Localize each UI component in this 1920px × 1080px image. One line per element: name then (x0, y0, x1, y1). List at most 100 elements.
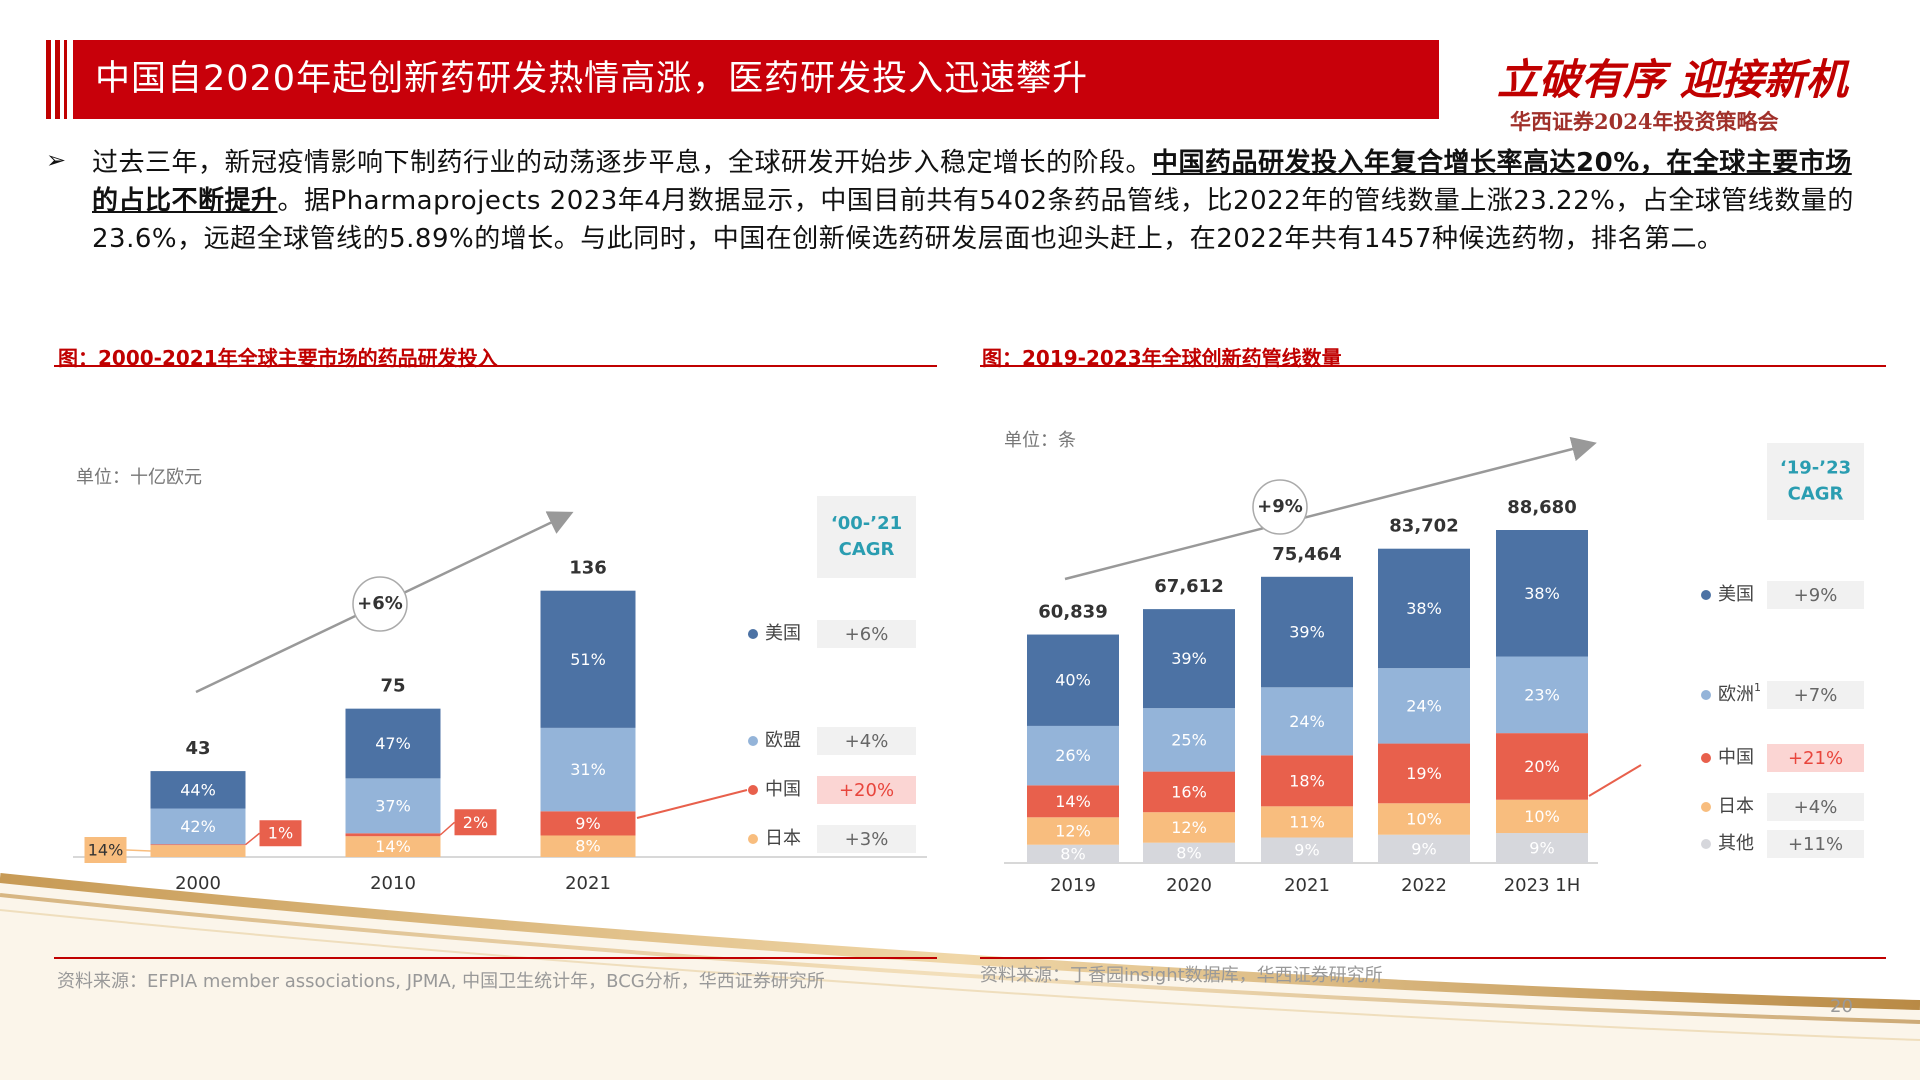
cagr-header: CAGR (839, 539, 895, 560)
swoosh (0, 909, 1920, 1041)
bar-segment (1496, 530, 1588, 657)
legend-label: 其他 (1718, 833, 1754, 854)
legend-name: 美国 (765, 623, 801, 644)
callout-box (84, 837, 127, 863)
value-label: 9% (1529, 839, 1554, 858)
value-label: 10% (1406, 809, 1442, 828)
value-label: 23% (1524, 685, 1560, 704)
cagr-value: +11% (1788, 834, 1843, 855)
header-bar: 中国自2020年起创新药研发热情高涨，医药研发投入迅速攀升 (73, 40, 1439, 119)
bar-segment (1143, 771, 1235, 813)
value-label: 42% (180, 817, 216, 836)
swoosh (0, 893, 1920, 1024)
bar-segment (1378, 668, 1470, 744)
logo-sub: 华西证券2024年投资策略会 (1510, 109, 1779, 134)
cagr-value: +6% (845, 624, 889, 645)
bullet: ➢ (46, 146, 67, 174)
bar-segment (150, 808, 246, 845)
cagr-box (1767, 830, 1864, 858)
x-tick-label: 2023 1H (1504, 875, 1581, 896)
bar-segment (345, 708, 441, 779)
value-label: 18% (1289, 771, 1325, 790)
value-label: 37% (375, 796, 411, 815)
total-label: 75 (380, 676, 405, 697)
value-label: 12% (1055, 822, 1091, 841)
bar-segment (1496, 733, 1588, 800)
value-label: 51% (570, 650, 606, 669)
bar-segment (1378, 803, 1470, 835)
value-label: 38% (1524, 584, 1560, 603)
bar-segment (540, 835, 636, 857)
bar-segment (1143, 842, 1235, 863)
highlight-text: 中国药品研发投入年复合增长率高达20%，在全球主要市场的占比不断提升 (92, 148, 1852, 216)
legend-label: 日本 (765, 828, 801, 849)
value-label: 14% (1055, 792, 1091, 811)
legend-dot (748, 736, 758, 746)
bar-segment (1027, 634, 1119, 726)
trend-arrow (1064, 436, 1597, 581)
cagr-box (1767, 581, 1864, 609)
value-label: 24% (1289, 712, 1325, 731)
header-stripe (46, 40, 51, 119)
cagr-value: +21% (1788, 748, 1843, 769)
source: 资料来源：丁香园insight数据库，华西证券研究所 (980, 965, 1383, 986)
callout-line (245, 832, 260, 846)
bar-segment (1496, 799, 1588, 834)
bar-segment (1261, 755, 1353, 807)
cagr-box (817, 727, 916, 755)
value-label: 1% (268, 824, 293, 843)
legend-name: 日本 (765, 828, 801, 849)
value-label: 47% (375, 734, 411, 753)
value-label: 11% (1289, 812, 1325, 831)
cagr-header-box (817, 496, 916, 578)
value-label: 9% (575, 814, 600, 833)
value-label: 39% (1171, 649, 1207, 668)
cagr-box (817, 776, 916, 804)
header-title: 中国自2020年起创新药研发热情高涨，医药研发投入迅速攀升 (95, 59, 1089, 99)
header-stripe (55, 40, 60, 119)
bar-segment (1496, 833, 1588, 863)
rule (54, 365, 937, 367)
x-tick-label: 2000 (175, 873, 221, 894)
bar-segment (345, 833, 441, 837)
legend-label: 中国 (765, 779, 801, 800)
total-label: 43 (185, 738, 210, 759)
x-tick-label: 2021 (1284, 875, 1330, 896)
growth-label: +6% (357, 593, 403, 614)
legend-name: 欧盟 (765, 730, 801, 751)
cagr-value: +3% (845, 829, 889, 850)
bar-segment (1027, 844, 1119, 863)
bar-segment (540, 811, 636, 836)
legend-dot (1701, 802, 1711, 812)
total-label: 88,680 (1507, 497, 1576, 518)
paragraph: 过去三年，新冠疫情影响下制药行业的动荡逐步平息，全球研发开始步入稳定增长的阶段。… (92, 144, 1854, 258)
legend-dot (1701, 690, 1711, 700)
bar-segment (1143, 812, 1235, 843)
x-tick-label: 2022 (1401, 875, 1447, 896)
growth-label: +9% (1257, 496, 1303, 517)
legend-dot (748, 834, 758, 844)
value-label: 14% (88, 841, 124, 860)
cagr-value: +4% (1794, 797, 1838, 818)
cagr-box (1767, 681, 1864, 709)
bar-segment (1378, 548, 1470, 669)
cagr-value: +7% (1794, 685, 1838, 706)
bar-segment (1143, 609, 1235, 709)
bar-segment (1027, 785, 1119, 818)
cagr-box (1767, 793, 1864, 821)
legend-name: 中国 (765, 779, 801, 800)
legend-leader (636, 789, 748, 819)
cagr-value: +9% (1794, 585, 1838, 606)
cagr-header: CAGR (1788, 484, 1844, 505)
value-label: 39% (1289, 623, 1325, 642)
rule (980, 957, 1886, 959)
bar-segment (1261, 576, 1353, 688)
bar-segment (1496, 656, 1588, 734)
cagr-header: ‘19-’23 (1780, 458, 1851, 479)
total-label: 60,839 (1038, 602, 1107, 623)
cagr-value: +20% (839, 780, 894, 801)
bar-segment (150, 845, 246, 857)
unit-label: 单位：十亿欧元 (76, 467, 202, 488)
